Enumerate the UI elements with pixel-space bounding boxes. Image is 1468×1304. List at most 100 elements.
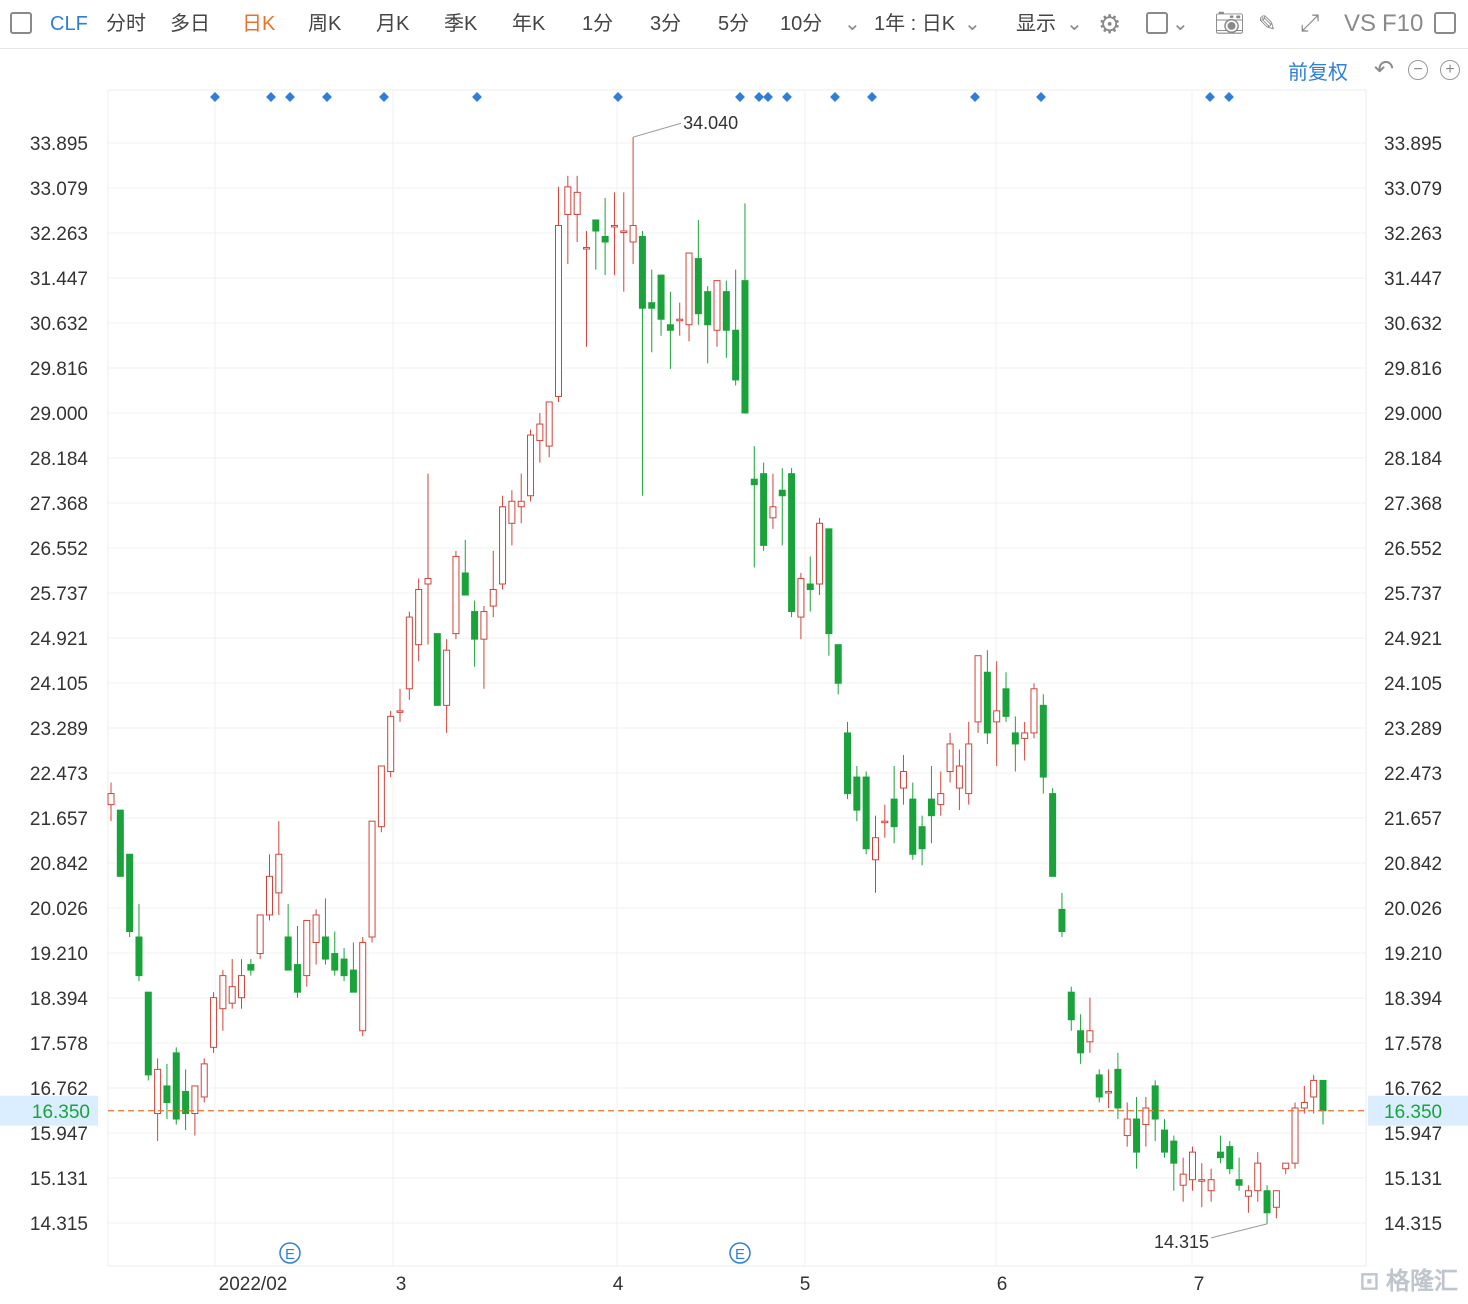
candle-body-down [983,671,991,734]
y-tick-label-left: 14.315 [30,1214,88,1235]
candle-body-up [303,919,311,977]
y-tick-label-right: 29.000 [1384,404,1442,425]
display-select[interactable]: 显示 [1016,13,1056,35]
candle-body-up [1179,1173,1187,1186]
candle-body-up [1300,1101,1308,1109]
candle-body-up [937,793,945,806]
candle-body-down [182,1090,190,1115]
y-tick-label-right: 15.131 [1384,1169,1442,1190]
candle-body-up [993,710,1001,723]
zoom-in-icon[interactable]: + [1440,60,1460,80]
display-chevron-icon[interactable]: ⌄ [1066,13,1083,35]
range-chevron-icon[interactable]: ⌄ [964,13,981,35]
candle-body-up [536,423,544,442]
settings-gear-icon[interactable]: ⚙ [1098,9,1122,39]
candle-body-up [610,224,618,228]
panel-toggle-icon[interactable] [10,12,32,34]
candle-body-down [349,969,357,993]
candle-body-down [918,826,926,850]
candle-body-down [862,776,870,850]
candle-body-up [443,649,451,706]
candle-body-down [1263,1190,1271,1214]
price-adjust-toggle[interactable]: 前复权 [1288,62,1348,84]
candle-body-up [797,577,805,618]
tab-daily-k[interactable]: 日K [242,13,276,35]
candle-body-up [1188,1151,1196,1181]
layout-chevron-icon[interactable]: ⌄ [1172,13,1189,35]
zoom-out-icon[interactable]: − [1408,60,1428,80]
candle-body-up [1086,1030,1094,1043]
candle-body-down [321,936,329,960]
y-tick-label-right: 31.447 [1384,269,1442,290]
y-tick-label-left: 29.000 [30,404,88,425]
candle-body-up [1272,1190,1280,1208]
candle-body-up [499,506,507,585]
candle-body-up [1105,1090,1113,1094]
plot-frame [107,89,1367,1267]
candle-body-up [238,975,246,999]
y-tick-label-left: 23.289 [30,719,88,740]
tab-fenshi[interactable]: 分时 [106,13,146,35]
side-panel-icon[interactable] [1434,12,1456,34]
tab-duori[interactable]: 多日 [170,13,210,35]
y-tick-label-right: 27.368 [1384,494,1442,515]
event-diamond-icon [1224,92,1234,102]
candle-body-up [517,500,525,508]
tab-weekly-k[interactable]: 周K [308,13,342,35]
y-tick-label-right: 15.947 [1384,1124,1442,1145]
candle-body-down [788,473,796,613]
watermark-logo: ⊡ 格隆汇 [1359,1268,1458,1295]
more-periods-chevron-icon[interactable]: ⌄ [844,13,861,35]
candle-body-up [974,655,982,723]
candle-body-up [545,401,553,447]
y-tick-label-left: 28.184 [30,449,89,470]
candle-body-down [1077,1030,1085,1054]
candle-body-up [965,743,973,795]
range-select[interactable]: 1年 : 日K [874,13,956,35]
candle-body-up [564,186,572,215]
tab-5min[interactable]: 5分 [718,13,750,35]
tab-10min[interactable]: 10分 [780,13,823,35]
ticker-symbol[interactable]: CLF [50,13,88,35]
y-tick-label-right: 17.578 [1384,1034,1442,1055]
event-diamond-icon [970,92,980,102]
candle-body-up [368,820,376,938]
candle-body-up [405,616,413,690]
y-tick-label-left: 18.394 [30,989,89,1010]
tab-quarterly-k[interactable]: 季K [444,13,478,35]
candle-body-down [909,798,917,855]
vs-button[interactable]: VS [1344,10,1377,37]
tab-3min[interactable]: 3分 [650,13,682,35]
y-tick-label-left: 20.026 [30,899,88,920]
y-tick-label-left: 15.947 [30,1124,88,1145]
current-price-label-left: 16.350 [32,1102,90,1123]
candle-body-down [1114,1068,1122,1109]
camera-icon[interactable]: 📷︎ [1214,10,1245,37]
tab-yearly-k[interactable]: 年K [512,13,546,35]
candle-body-down [1226,1146,1234,1170]
event-diamond-icon [867,92,877,102]
y-tick-label-right: 29.816 [1384,359,1442,380]
event-diamond-icon [763,92,773,102]
tab-monthly-k[interactable]: 月K [376,13,410,35]
candle-body-down [601,235,609,243]
candle-body-up [377,765,385,828]
undo-icon[interactable]: ↶ [1374,56,1395,83]
candle-body-down [806,583,814,591]
y-tick-label-left: 25.737 [30,584,88,605]
x-tick-label: 5 [800,1274,811,1295]
candle-body-down [825,528,833,635]
y-tick-label-right: 28.184 [1384,449,1443,470]
candle-body-down [1067,991,1075,1021]
tab-1min[interactable]: 1分 [582,13,614,35]
f10-button[interactable]: F10 [1382,10,1424,37]
pencil-icon[interactable]: ✎ [1258,11,1277,36]
layout-square-icon[interactable] [1146,12,1168,34]
y-tick-label-left: 24.105 [30,674,88,695]
y-tick-label-right: 25.737 [1384,584,1442,605]
y-tick-label-left: 26.552 [30,539,88,560]
fullscreen-icon[interactable]: ⤢ [1300,10,1320,37]
candle-body-down [760,473,768,546]
